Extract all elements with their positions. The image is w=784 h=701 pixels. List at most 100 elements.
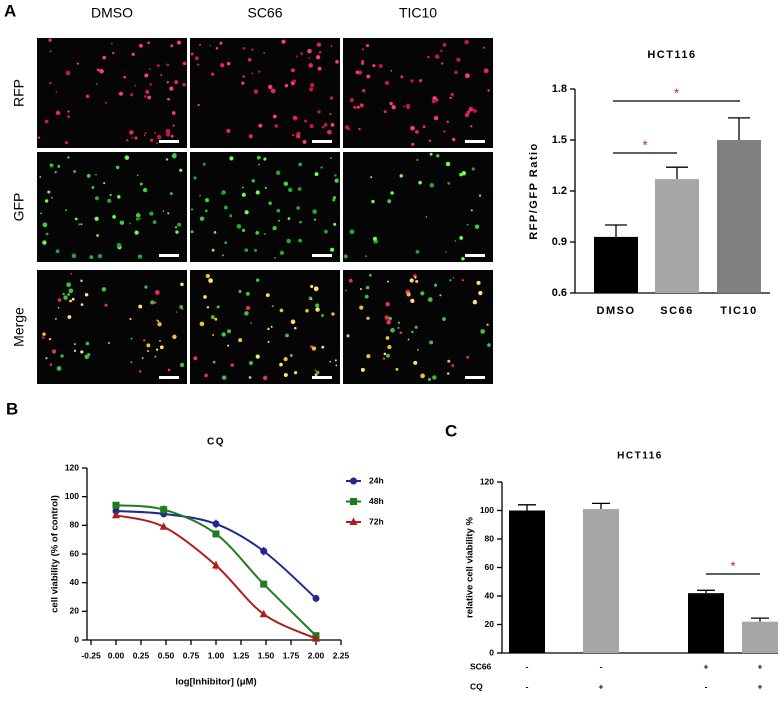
cell [199, 43, 201, 46]
micrograph [190, 152, 340, 262]
y-tick-label: 20 [70, 606, 80, 616]
cell [406, 292, 411, 297]
cell [440, 49, 443, 52]
cell [71, 297, 75, 301]
cell [296, 55, 299, 58]
cell [292, 116, 297, 120]
data-point [260, 580, 268, 588]
cell [360, 367, 365, 372]
cell [366, 316, 370, 320]
legend-label: 48h [369, 496, 384, 506]
cell [65, 209, 68, 212]
cell [425, 216, 428, 218]
cell [180, 282, 184, 287]
cell [255, 354, 260, 359]
bar [688, 593, 724, 653]
cell [388, 316, 392, 321]
cell [432, 375, 437, 380]
micrograph [343, 152, 493, 262]
cell [142, 187, 148, 193]
cell [107, 198, 112, 203]
cell [134, 136, 138, 140]
cell [287, 217, 291, 220]
cell [253, 89, 259, 94]
cell [169, 86, 174, 91]
cell [248, 360, 254, 366]
cell [91, 185, 95, 189]
cell [288, 187, 293, 193]
cell [343, 254, 348, 259]
cell [63, 295, 68, 300]
cell [386, 319, 391, 325]
cell [366, 74, 371, 79]
cell [102, 55, 107, 60]
cell [176, 40, 182, 45]
cell [361, 48, 364, 51]
cell [442, 42, 447, 47]
cell [78, 223, 81, 226]
cell [372, 64, 376, 68]
row-label: Merge [11, 307, 27, 347]
cell [446, 372, 450, 375]
x-tick-label: 1.25 [233, 650, 250, 660]
cell [182, 82, 186, 87]
legend-marker [350, 498, 357, 505]
cell [452, 276, 455, 279]
cell [435, 98, 439, 102]
cell [434, 115, 437, 118]
cell [45, 232, 49, 236]
cell [383, 352, 387, 356]
cell [206, 305, 210, 309]
cell [159, 339, 161, 342]
cell [270, 88, 276, 94]
cell [191, 208, 193, 211]
cell [314, 373, 318, 377]
cell [197, 103, 200, 107]
cell [94, 196, 100, 201]
cell [309, 82, 315, 88]
data-point [212, 530, 220, 538]
cell [66, 282, 72, 288]
cell [86, 174, 91, 178]
cell [390, 328, 395, 333]
x-tick-label: 0.75 [183, 650, 200, 660]
cell [335, 364, 338, 367]
cell [281, 39, 286, 44]
cell [159, 345, 164, 350]
cell [174, 80, 179, 84]
cell [199, 216, 205, 221]
row-label: GFP [11, 193, 27, 222]
cell [274, 256, 277, 259]
panel-label: C [445, 421, 457, 440]
cell [382, 357, 386, 360]
cell [329, 360, 332, 363]
cell [172, 153, 177, 159]
cell [167, 212, 170, 215]
cell [245, 291, 250, 296]
cell [272, 114, 277, 119]
data-point [159, 522, 168, 530]
cell [410, 298, 415, 304]
cell [40, 212, 42, 215]
cell [213, 231, 217, 234]
legend-label: 24h [369, 475, 384, 485]
y-tick-label: 0.6 [552, 287, 567, 299]
cell [387, 280, 389, 283]
cell [55, 91, 58, 93]
cell [413, 360, 418, 365]
cell [55, 110, 61, 116]
data-point [212, 520, 220, 528]
cell [483, 46, 486, 49]
cell [129, 317, 132, 321]
cell [476, 280, 481, 285]
cell [385, 301, 390, 307]
condition-value: - [526, 661, 529, 671]
cell [267, 340, 270, 343]
cell [149, 211, 154, 216]
cell [251, 72, 254, 75]
chart-title: HCT116 [617, 451, 663, 462]
cell [321, 125, 325, 129]
cell [312, 209, 317, 214]
cell [74, 217, 78, 221]
y-axis-label: relative cell viability % [465, 517, 476, 618]
